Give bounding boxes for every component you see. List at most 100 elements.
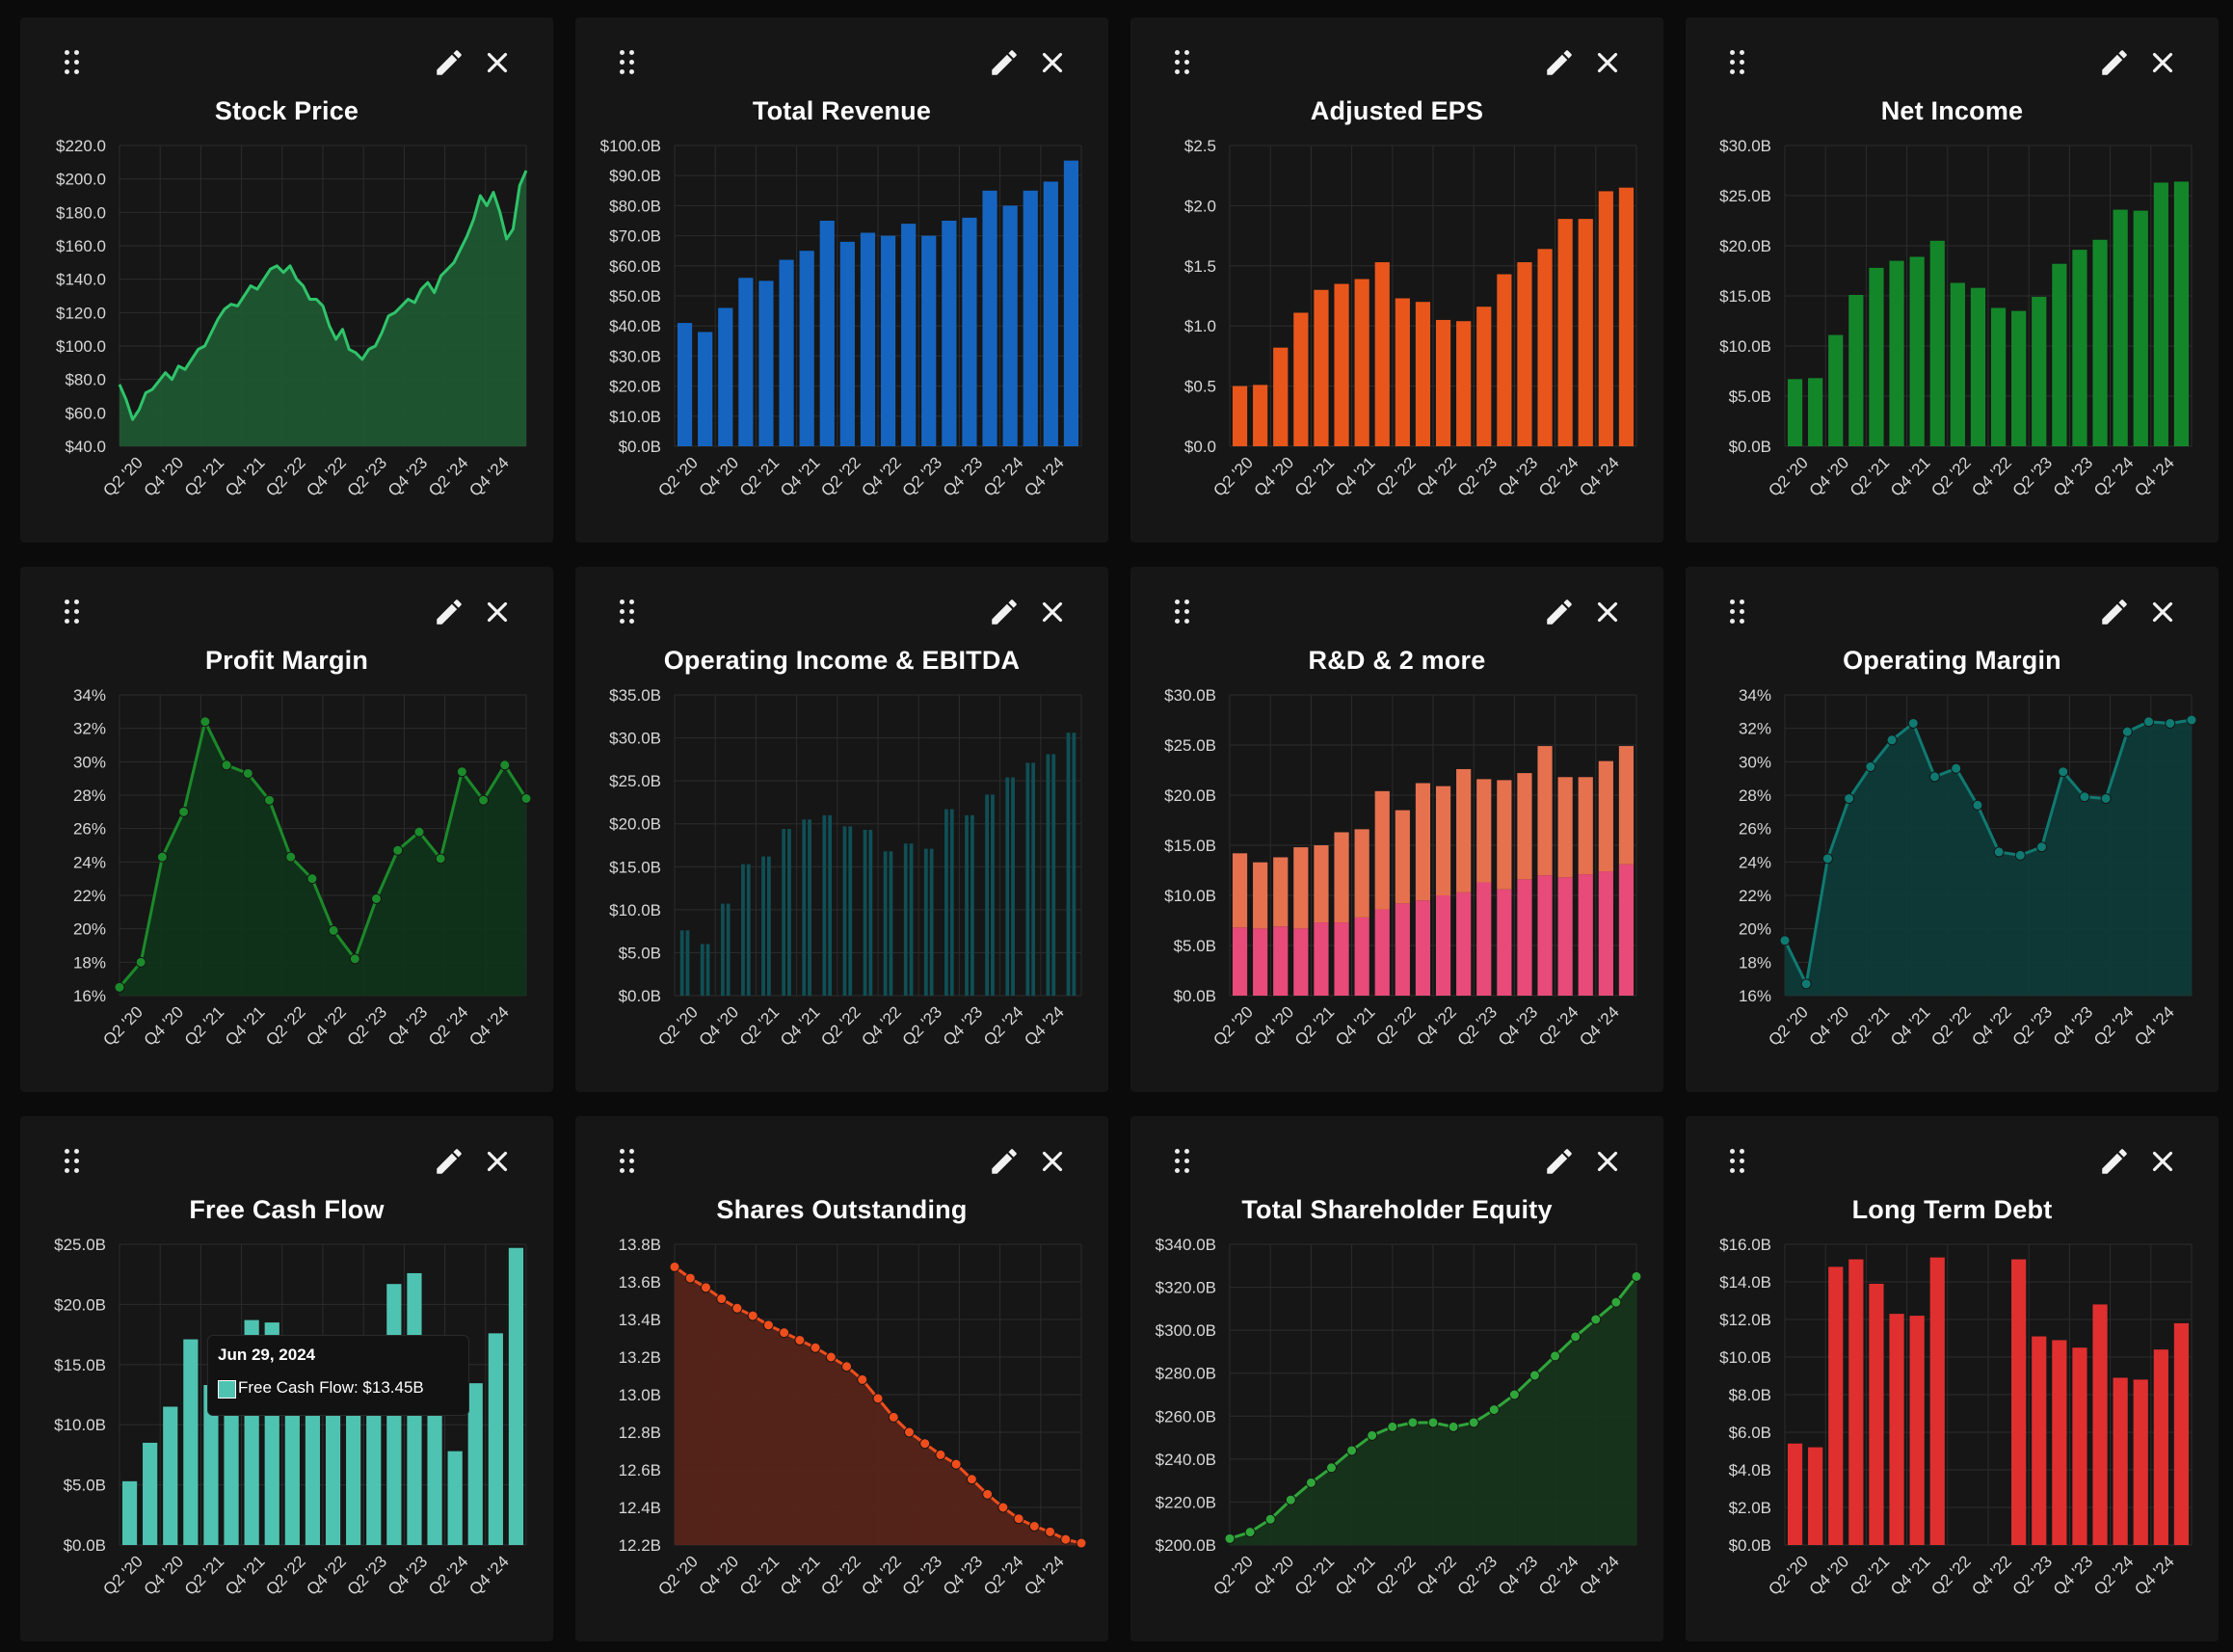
close-icon[interactable] (481, 596, 514, 628)
y-tick-label: $15.0B (609, 858, 661, 876)
bar (848, 826, 853, 996)
bar-segment (1578, 874, 1593, 996)
x-tick-label: Q4 '20 (141, 1002, 187, 1049)
edit-pencil-icon[interactable] (2098, 46, 2131, 79)
y-tick-label: $40.0B (609, 317, 661, 335)
edit-pencil-icon[interactable] (988, 596, 1021, 628)
y-tick-label: 16% (73, 987, 106, 1005)
x-tick-label: Q4 '23 (940, 453, 986, 499)
bar (1025, 762, 1030, 996)
data-point (825, 1351, 837, 1363)
x-tick-label: Q2 '21 (1847, 1002, 1893, 1049)
x-tick-label: Q2 '22 (1372, 453, 1419, 499)
close-icon[interactable] (1591, 1145, 1624, 1178)
chart-card-long-term-debt: Long Term Debt $0.0B $2.0B $4.0B $6.0B $8.0B $… (1686, 1116, 2219, 1641)
drag-handle-icon[interactable] (65, 1149, 82, 1174)
y-tick-label: $15.0B (1719, 287, 1771, 306)
close-icon[interactable] (2146, 596, 2179, 628)
x-tick-label: Q4 '21 (777, 453, 823, 499)
edit-pencil-icon[interactable] (1543, 1145, 1576, 1178)
y-tick-label: $2.0 (1184, 197, 1216, 215)
data-point (1427, 1417, 1439, 1428)
edit-pencil-icon[interactable] (1543, 596, 1576, 628)
data-point (371, 893, 383, 904)
close-icon[interactable] (2146, 46, 2179, 79)
drag-handle-icon[interactable] (620, 1149, 637, 1174)
drag-handle-icon[interactable] (620, 50, 637, 75)
y-tick-label: 30% (1739, 753, 1771, 771)
bar (991, 794, 995, 996)
close-icon[interactable] (1036, 46, 1069, 79)
bar (1869, 267, 1884, 446)
x-tick-label: Q4 '21 (1887, 453, 1933, 499)
y-tick-label: $320.0B (1156, 1279, 1216, 1297)
y-tick-label: $20.0B (54, 1295, 106, 1314)
x-tick-label: Q4 '20 (1806, 1002, 1852, 1049)
edit-pencil-icon[interactable] (1543, 46, 1576, 79)
edit-pencil-icon[interactable] (2098, 596, 2131, 628)
drag-handle-icon[interactable] (620, 600, 637, 625)
y-tick-label: 12.2B (619, 1536, 661, 1555)
bar (1808, 378, 1823, 446)
bar (819, 221, 835, 446)
bar (718, 307, 733, 446)
data-point (903, 1426, 915, 1438)
y-tick-label: $240.0B (1156, 1451, 1216, 1469)
close-icon[interactable] (1036, 596, 1069, 628)
drag-handle-icon[interactable] (1175, 1149, 1192, 1174)
x-tick-label: Q4 '23 (385, 453, 431, 499)
bar (802, 819, 807, 996)
drag-handle-icon[interactable] (65, 50, 82, 75)
edit-pencil-icon[interactable] (988, 46, 1021, 79)
chart-svg: $40.0 $60.0 $80.0 $100.0 $120.0 $140.0 $160.0 $… (56, 137, 528, 500)
edit-pencil-icon[interactable] (988, 1145, 1021, 1178)
y-tick-label: 28% (1739, 786, 1771, 805)
bar (698, 332, 713, 446)
drag-handle-icon[interactable] (1730, 1149, 1747, 1174)
edit-pencil-icon[interactable] (433, 46, 465, 79)
y-tick-label: $6.0B (1729, 1424, 1771, 1442)
data-point (2121, 726, 2133, 737)
drag-handle-icon[interactable] (1730, 600, 1747, 625)
bar (1435, 319, 1451, 446)
bar-segment (1354, 917, 1369, 996)
close-icon[interactable] (1591, 46, 1624, 79)
x-tick-label: Q4 '23 (1495, 453, 1541, 499)
bar (2011, 310, 2027, 446)
y-tick-label: $16.0B (1719, 1236, 1771, 1254)
chart-tooltip: Jun 29, 2024 Free Cash Flow: $13.45B (207, 1335, 469, 1416)
close-icon[interactable] (481, 46, 514, 79)
drag-handle-icon[interactable] (1730, 50, 1747, 75)
chart-card-rd-and-more: R&D & 2 more $0.0B $5.0B $10.0B $15.0B $20.0B… (1130, 567, 1663, 1092)
close-icon[interactable] (2146, 1145, 2179, 1178)
x-tick-label: Q2 '22 (817, 1552, 864, 1598)
data-point (1844, 792, 1855, 804)
x-tick-label: Q2 '24 (425, 1002, 471, 1049)
close-icon[interactable] (1591, 596, 1624, 628)
drag-handle-icon[interactable] (65, 600, 82, 625)
y-tick-label: $10.0B (609, 408, 661, 426)
bar (1293, 312, 1309, 446)
data-point (1610, 1296, 1622, 1308)
bar (1787, 379, 1803, 446)
bar (903, 843, 908, 996)
close-icon[interactable] (1036, 1145, 1069, 1178)
bar (766, 856, 771, 996)
edit-pencil-icon[interactable] (433, 1145, 465, 1178)
bar (143, 1442, 158, 1545)
y-tick-label: $70.0B (609, 227, 661, 246)
edit-pencil-icon[interactable] (433, 596, 465, 628)
bar (2173, 1322, 2190, 1545)
close-icon[interactable] (481, 1145, 514, 1178)
data-point (1631, 1270, 1642, 1282)
bar (2072, 250, 2087, 446)
edit-pencil-icon[interactable] (2098, 1145, 2131, 1178)
x-tick-label: Q4 '21 (1332, 1552, 1378, 1598)
y-tick-label: $8.0B (1729, 1386, 1771, 1404)
bar (1828, 1266, 1844, 1545)
drag-handle-icon[interactable] (1175, 50, 1192, 75)
drag-handle-icon[interactable] (1175, 600, 1192, 625)
y-tick-label: 13.8B (619, 1236, 661, 1254)
x-tick-label: Q2 '23 (344, 453, 390, 499)
x-tick-label: Q2 '21 (181, 1552, 227, 1598)
